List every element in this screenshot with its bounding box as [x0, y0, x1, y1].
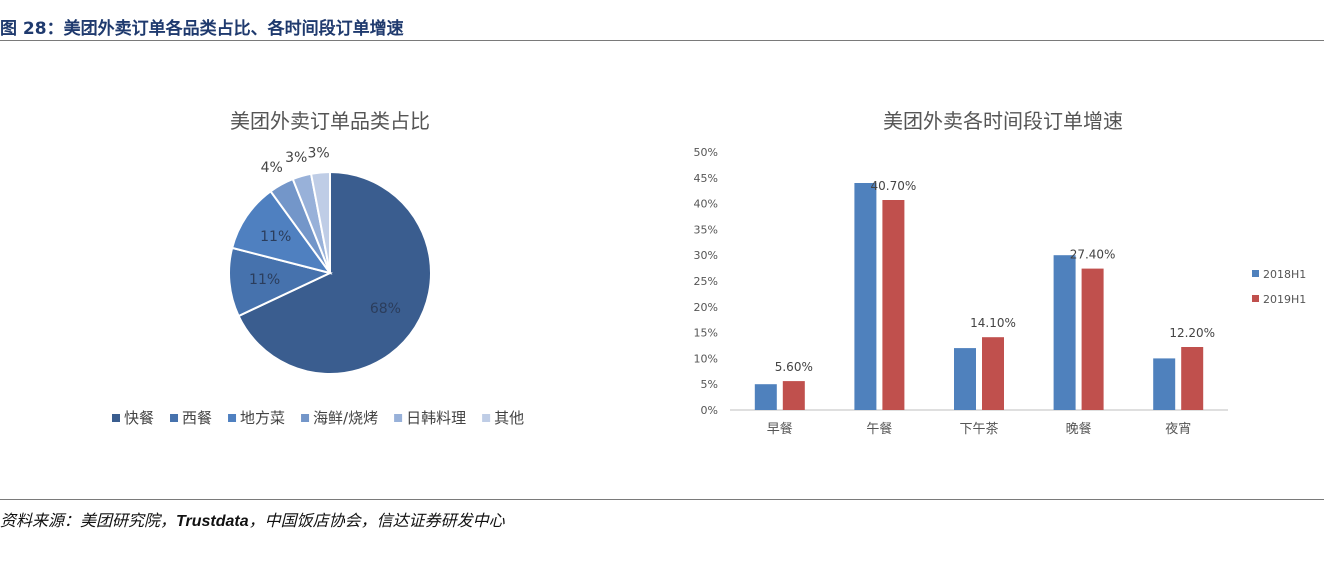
- pie-slice: [309, 170, 331, 274]
- bar-data-label: 12.20%: [1169, 326, 1215, 340]
- legend-swatch: [112, 414, 120, 422]
- bar: [1153, 358, 1176, 410]
- legend-swatch: [301, 414, 310, 422]
- legend-label: 海鲜/烧烤: [313, 409, 378, 427]
- legend-label: 其他: [494, 409, 524, 427]
- bar-legend: 2018H1 2019H1: [1252, 268, 1306, 306]
- pie-data-label: 4%: [261, 160, 283, 176]
- legend-swatch: [1252, 295, 1259, 302]
- y-tick-label: 50%: [694, 146, 718, 159]
- pie-data-label: 3%: [285, 150, 307, 166]
- y-tick-label: 40%: [694, 198, 718, 211]
- y-tick-label: 30%: [694, 249, 718, 262]
- pie-slice: [230, 189, 333, 275]
- figure-title: 图 28：美团外卖订单各品类占比、各时间段订单增速: [0, 19, 404, 39]
- x-tick-label: 晚餐: [1066, 421, 1092, 437]
- pie-data-label: 11%: [249, 272, 280, 288]
- pie-labels: 68%11%11%4%3% 3%: [249, 146, 401, 318]
- source-note: 资料来源：美团研究院，Trustdata，中国饭店协会，信达证券研发中心: [0, 507, 505, 531]
- y-tick-label: 5%: [701, 378, 718, 391]
- bar: [854, 183, 877, 410]
- pie-data-label: 3%: [307, 146, 329, 162]
- pie-chart-title: 美团外卖订单品类占比: [230, 109, 430, 133]
- y-tick-label: 45%: [694, 172, 718, 185]
- pie-data-label: 68%: [370, 301, 401, 317]
- legend-swatch: [482, 414, 491, 422]
- bar-axis: 0% 5% 10% 15% 20% 25% 30% 35% 40% 45% 50% 早餐 午餐 下午茶 晚餐…: [694, 146, 1228, 437]
- y-tick-label: 10%: [694, 352, 718, 365]
- y-tick-label: 0%: [701, 404, 718, 417]
- bar: [882, 200, 905, 410]
- bar: [782, 381, 805, 410]
- legend-label: 2018H1: [1263, 268, 1306, 281]
- y-tick-label: 20%: [694, 301, 718, 314]
- pie-data-label: 11%: [260, 229, 291, 245]
- bar: [754, 384, 777, 410]
- pie-slices: [228, 170, 432, 375]
- pie-slice: [228, 246, 333, 318]
- pie-slice: [237, 170, 432, 375]
- legend-label: 西餐: [182, 409, 212, 427]
- top-divider: [0, 40, 1324, 41]
- source-prefix: 资料来源：美团研究院，: [0, 511, 177, 530]
- bar-data-label: 14.10%: [970, 316, 1016, 330]
- x-tick-label: 早餐: [767, 421, 793, 437]
- bar: [1181, 347, 1204, 410]
- y-tick-label: 15%: [694, 327, 718, 340]
- bar: [1081, 268, 1104, 410]
- x-tick-label: 午餐: [866, 421, 892, 437]
- bar-chart-title: 美团外卖各时间段订单增速: [883, 109, 1123, 133]
- legend-label: 快餐: [124, 409, 154, 427]
- bar-bars: [754, 183, 1204, 410]
- source-suffix: ，中国饭店协会，信达证券研发中心: [248, 511, 505, 530]
- y-tick-label: 35%: [694, 223, 718, 236]
- source-brand: Trustdata: [176, 513, 249, 530]
- legend-label: 2019H1: [1263, 293, 1306, 306]
- bar-labels: 5.60% 40.70% 14.10% 27.40% 12.20%: [775, 179, 1215, 374]
- bar: [1053, 255, 1076, 410]
- pie-legend: 快餐 西餐 地方菜 海鲜/烧烤 日韩料理 其他: [112, 409, 524, 427]
- legend-swatch: [228, 414, 237, 422]
- bottom-divider: [0, 499, 1324, 500]
- y-tick-label: 25%: [694, 275, 718, 288]
- bar-data-label: 27.40%: [1070, 248, 1116, 262]
- legend-label: 日韩料理: [406, 409, 466, 427]
- x-tick-label: 夜宵: [1165, 421, 1191, 437]
- legend-swatch: [1252, 270, 1259, 277]
- bar: [982, 337, 1004, 410]
- legend-swatch: [394, 414, 403, 422]
- bar: [954, 348, 976, 410]
- legend-label: 地方菜: [240, 409, 285, 427]
- bar-data-label: 40.70%: [871, 179, 917, 193]
- legend-swatch: [170, 414, 179, 422]
- bar-chart: 美团外卖各时间段订单增速 0% 5% 10% 15% 20% 25% 30% 35% 40% 45…: [694, 109, 1307, 437]
- pie-chart: 美团外卖订单品类占比 68%11%11%4%3% 3% 快餐 西餐 地方菜 海鲜/烧烤日…: [112, 109, 524, 427]
- bar-data-label: 5.60%: [775, 360, 813, 374]
- x-tick-label: 下午茶: [959, 421, 998, 437]
